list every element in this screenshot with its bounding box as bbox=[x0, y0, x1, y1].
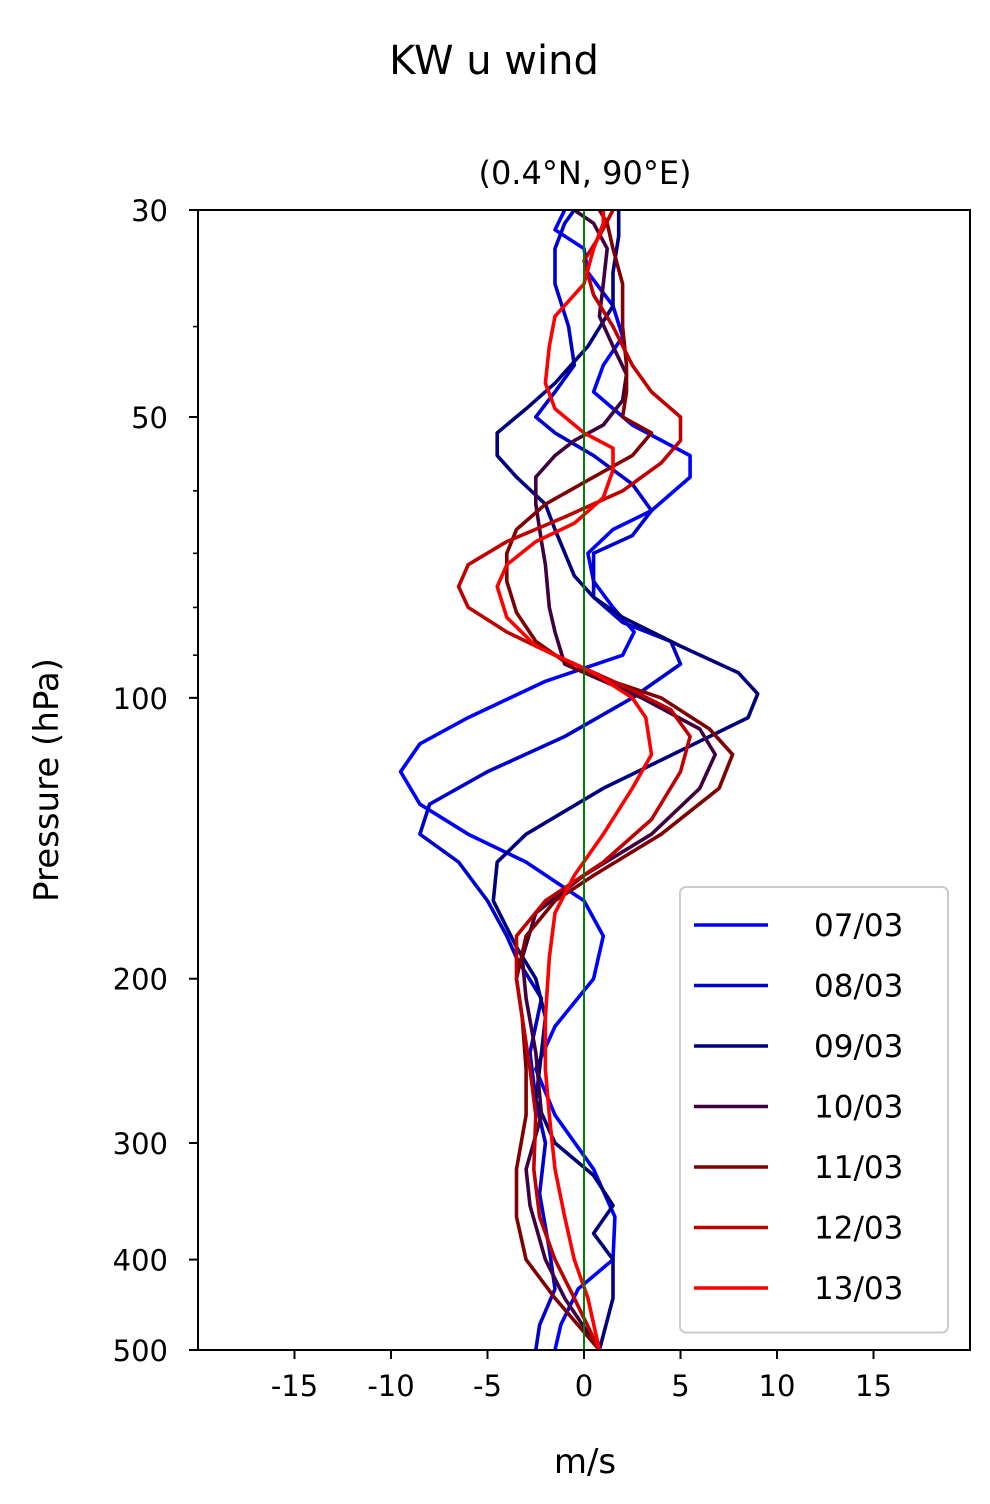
y-tick-label: 100 bbox=[113, 682, 168, 716]
series-group bbox=[398, 210, 760, 1350]
legend-label: 09/03 bbox=[814, 1029, 903, 1065]
x-tick-label: -15 bbox=[271, 1369, 318, 1403]
chart-title: KW u wind bbox=[389, 38, 599, 84]
legend-label: 13/03 bbox=[814, 1271, 903, 1307]
chart-subtitle: (0.4°N, 90°E) bbox=[478, 154, 691, 192]
legend: 07/03 08/03 09/03 10/03 11/03 12/03 13/03 bbox=[679, 886, 949, 1334]
x-tick-label: 10 bbox=[759, 1369, 796, 1403]
x-tick-label: -10 bbox=[367, 1369, 414, 1403]
x-tick-label: 15 bbox=[855, 1369, 892, 1403]
y-tick-label: 50 bbox=[131, 401, 168, 435]
x-tick-label: -5 bbox=[473, 1369, 502, 1403]
y-tick-label: 200 bbox=[113, 963, 168, 997]
legend-label: 11/03 bbox=[814, 1150, 903, 1186]
plot-area: -15 -10 -5 0 5 10 15 30 50 100 200 300 400 500 bbox=[113, 194, 971, 1403]
legend-label: 08/03 bbox=[814, 969, 903, 1005]
y-tick-label: 500 bbox=[113, 1334, 168, 1368]
x-tick-label: 0 bbox=[575, 1369, 593, 1403]
legend-label: 10/03 bbox=[814, 1090, 903, 1126]
series-line-08-03 bbox=[418, 210, 683, 1350]
series-line-11-03 bbox=[505, 210, 735, 1350]
legend-box bbox=[679, 886, 949, 1334]
series-line-10-03 bbox=[520, 210, 717, 1350]
y-tick-label: 400 bbox=[113, 1244, 168, 1278]
x-tick-label: 5 bbox=[671, 1369, 689, 1403]
legend-label: 12/03 bbox=[814, 1211, 903, 1247]
series-line-07-03 bbox=[398, 210, 692, 1350]
y-tick-label: 30 bbox=[131, 194, 168, 228]
x-axis-label: m/s bbox=[554, 1442, 616, 1482]
y-tick-label: 300 bbox=[113, 1127, 168, 1161]
series-line-13-03 bbox=[495, 210, 654, 1350]
y-axis-label: Pressure (hPa) bbox=[27, 658, 67, 902]
legend-label: 07/03 bbox=[814, 908, 903, 944]
series-line-12-03 bbox=[456, 210, 692, 1350]
series-line-09-03 bbox=[491, 210, 760, 1350]
